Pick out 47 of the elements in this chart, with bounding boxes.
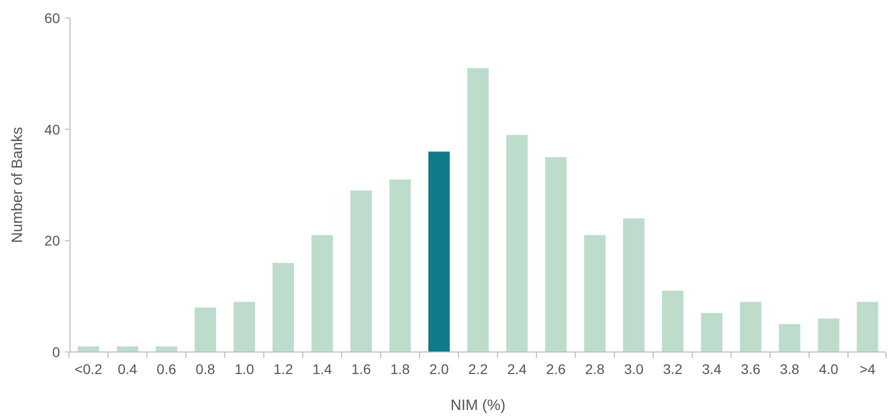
x-tick-label: 3.8 [780,361,800,377]
x-tick-label: 1.4 [312,361,332,377]
bar [700,313,722,352]
x-tick-label: 1.0 [234,361,254,377]
bar [428,152,450,352]
bar [778,324,800,352]
x-tick-label: 2.4 [507,361,527,377]
y-tick-label: 20 [44,232,60,249]
y-axis-title: Number of Banks [9,127,26,243]
y-tick-label: 40 [44,121,60,138]
x-tick-label: 2.6 [546,361,566,377]
x-tick-label: 1.8 [390,361,410,377]
x-tick-label: 4.0 [818,361,838,377]
y-tick-label: 60 [44,10,60,26]
x-tick-label: 0.6 [156,361,176,377]
bar [545,157,567,352]
bar [662,290,684,352]
bar [350,190,372,352]
x-tick-label: 0.4 [118,361,138,377]
bar [584,235,606,352]
bar [194,307,216,352]
x-tick-label: 1.2 [274,361,294,377]
bar [116,346,138,352]
x-tick-label: 3.2 [663,361,683,377]
x-tick-label: 2.2 [468,361,488,377]
bar [467,68,489,352]
bar [311,235,333,352]
bar [156,346,178,352]
x-tick-label: <0.2 [74,361,103,377]
bar [506,134,528,352]
bar [389,179,411,352]
x-tick-label: 0.8 [196,361,216,377]
x-tick-label: 3.0 [624,361,644,377]
x-tick-label: 3.4 [702,361,722,377]
bar [234,302,256,352]
bar [856,302,878,352]
bar [272,262,294,352]
bar [623,218,645,352]
x-tick-label: >4 [860,361,876,377]
x-axis-title: NIM (%) [450,397,506,414]
y-tick-label: 0 [52,344,60,360]
x-tick-label: 3.6 [740,361,761,377]
x-tick-label: 2.0 [429,361,449,377]
bar [818,318,840,352]
x-tick-label: 2.8 [585,361,605,377]
x-tick-label: 1.6 [351,361,372,377]
bar [740,302,762,352]
